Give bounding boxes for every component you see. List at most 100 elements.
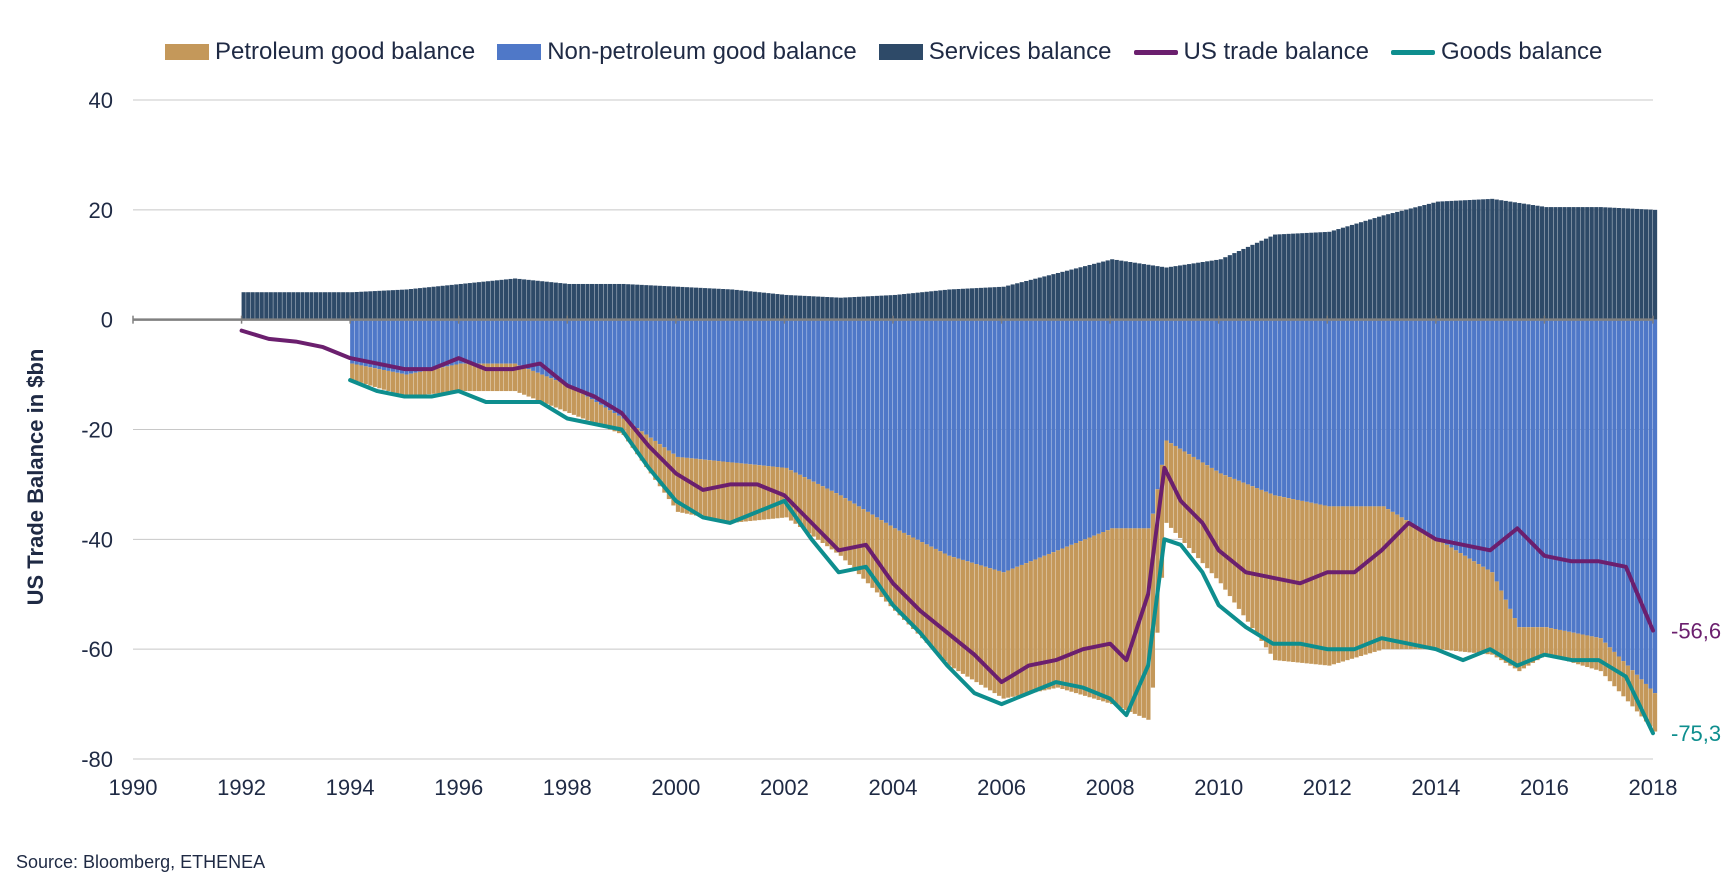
services-bar bbox=[1634, 208, 1640, 320]
non-petroleum-bar bbox=[770, 319, 776, 467]
non-petroleum-bar bbox=[1318, 319, 1323, 505]
services-bar bbox=[1553, 207, 1558, 320]
petroleum-bar bbox=[1200, 462, 1205, 564]
services-bar bbox=[648, 285, 653, 320]
petroleum-bar bbox=[626, 421, 631, 442]
petroleum-bar bbox=[1313, 503, 1318, 665]
petroleum-bar bbox=[1196, 459, 1201, 559]
non-petroleum-bar bbox=[544, 319, 549, 377]
non-petroleum-bar bbox=[1105, 319, 1110, 531]
services-bar bbox=[770, 293, 776, 320]
petroleum-bar bbox=[1055, 550, 1061, 688]
non-petroleum-bar bbox=[1553, 319, 1558, 630]
services-bar bbox=[1015, 283, 1020, 320]
non-petroleum-bar bbox=[1295, 319, 1300, 500]
services-bar bbox=[350, 292, 355, 320]
non-petroleum-bar bbox=[1616, 319, 1621, 657]
petroleum-bar bbox=[621, 418, 626, 435]
petroleum-bar bbox=[974, 564, 979, 683]
x-tick-label: 2016 bbox=[1520, 775, 1569, 800]
services-bar bbox=[1440, 201, 1445, 320]
non-petroleum-bar bbox=[1340, 319, 1346, 507]
services-bar bbox=[1589, 207, 1594, 320]
non-petroleum-bar bbox=[1119, 319, 1124, 529]
non-petroleum-bar bbox=[1648, 319, 1653, 689]
services-bar bbox=[897, 294, 902, 320]
services-bar bbox=[1598, 207, 1603, 320]
non-petroleum-bar bbox=[621, 319, 626, 419]
non-petroleum-bar bbox=[1155, 319, 1160, 490]
non-petroleum-bar bbox=[549, 319, 554, 379]
petroleum-bar bbox=[1458, 553, 1463, 652]
non-petroleum-bar bbox=[1630, 319, 1635, 671]
services-bar bbox=[1001, 286, 1006, 320]
petroleum-bar bbox=[653, 440, 658, 480]
non-petroleum-bar bbox=[680, 319, 685, 458]
non-petroleum-bar bbox=[494, 319, 500, 364]
non-petroleum-bar bbox=[644, 319, 649, 435]
non-petroleum-bar bbox=[707, 319, 712, 461]
petroleum-bar bbox=[1241, 482, 1246, 616]
petroleum-bar bbox=[1064, 546, 1070, 691]
petroleum-bar bbox=[988, 568, 993, 691]
petroleum-bar bbox=[784, 467, 789, 518]
non-petroleum-bar bbox=[1544, 319, 1549, 628]
services-bar bbox=[1282, 234, 1287, 320]
services-bar bbox=[1467, 199, 1472, 320]
non-petroleum-bar bbox=[761, 319, 766, 466]
non-petroleum-bar bbox=[698, 319, 703, 460]
petroleum-bar bbox=[1209, 467, 1214, 574]
non-petroleum-bar bbox=[924, 319, 929, 545]
services-bar bbox=[1291, 233, 1296, 320]
non-petroleum-bar bbox=[1422, 319, 1427, 532]
petroleum-bar bbox=[431, 369, 436, 394]
non-petroleum-bar bbox=[969, 319, 975, 563]
non-petroleum-bar bbox=[1019, 319, 1024, 565]
petroleum-bar bbox=[1263, 491, 1269, 648]
petroleum-bar bbox=[834, 493, 839, 553]
petroleum-bar bbox=[1408, 522, 1413, 650]
services-bar bbox=[381, 290, 386, 320]
services-bar bbox=[1245, 246, 1251, 320]
services-bar bbox=[345, 292, 350, 320]
legend-label: Services balance bbox=[928, 38, 1112, 65]
services-bar bbox=[1295, 233, 1300, 320]
non-petroleum-bar bbox=[580, 319, 586, 394]
non-petroleum-bar bbox=[874, 319, 880, 518]
x-tick-label: 1994 bbox=[326, 775, 375, 800]
non-petroleum-bar bbox=[951, 319, 956, 558]
petroleum-bar bbox=[540, 374, 545, 403]
non-petroleum-bar bbox=[1503, 319, 1508, 600]
non-petroleum-bar bbox=[1024, 319, 1029, 564]
non-petroleum-bar bbox=[1051, 319, 1056, 553]
services-bar bbox=[594, 283, 599, 320]
services-bar bbox=[811, 296, 816, 320]
services-bar bbox=[277, 292, 282, 320]
x-tick-labels: 1990 1992 1994 1996 1998 2000 2002 2004 2006 2008… bbox=[109, 775, 1678, 800]
services-bar bbox=[359, 291, 364, 320]
non-petroleum-bar bbox=[1042, 319, 1047, 556]
petroleum-bar bbox=[1150, 513, 1156, 688]
petroleum-bar bbox=[947, 555, 952, 666]
non-petroleum-bar bbox=[1589, 319, 1594, 637]
services-bar bbox=[1453, 200, 1459, 320]
x-tick-label: 2008 bbox=[1086, 775, 1135, 800]
legend-item: Non-petroleum good balance bbox=[497, 38, 857, 66]
petroleum-bar bbox=[513, 363, 518, 392]
x-tick-label: 2004 bbox=[869, 775, 918, 800]
petroleum-bar bbox=[1544, 627, 1549, 655]
legend-label: Goods balance bbox=[1440, 38, 1603, 65]
services-bar bbox=[1024, 280, 1029, 320]
petroleum-bar bbox=[666, 450, 671, 500]
end-label: -56,6 bbox=[1671, 618, 1721, 643]
petroleum-bar bbox=[1386, 509, 1391, 650]
services-bar bbox=[291, 292, 296, 320]
non-petroleum-bar bbox=[481, 319, 486, 364]
petroleum-bar bbox=[1331, 506, 1336, 665]
services-bar bbox=[807, 296, 812, 320]
non-petroleum-bar bbox=[1567, 319, 1572, 632]
services-bar bbox=[938, 290, 943, 320]
petroleum-bar bbox=[594, 402, 599, 425]
petroleum-bar bbox=[883, 522, 889, 602]
petroleum-bar bbox=[933, 548, 938, 652]
